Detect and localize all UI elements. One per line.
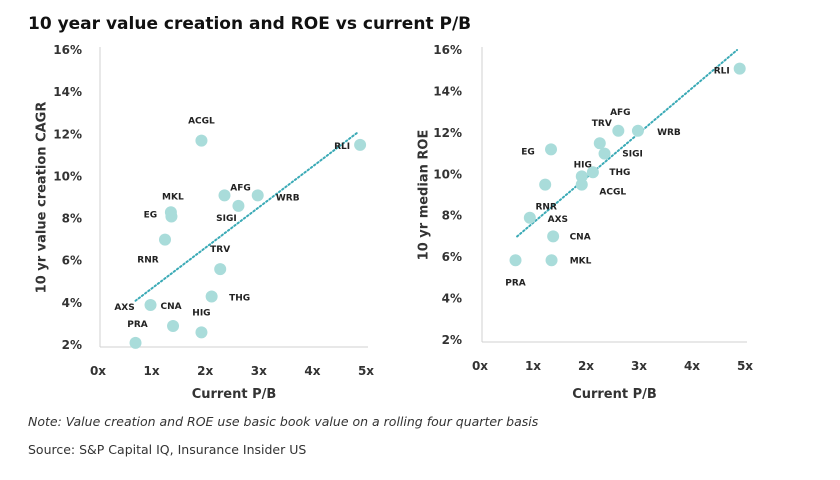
left-point-label-axs: AXS — [114, 303, 134, 313]
right-point-label-thg: THG — [609, 168, 630, 178]
left-point-acgl — [195, 134, 208, 147]
left-point-label-thg: THG — [229, 294, 250, 304]
left-x-tick-label: 2x — [197, 364, 213, 378]
left-point-cna — [167, 320, 180, 333]
left-point-eg — [165, 210, 178, 223]
left-y-axis-title: 10 yr value creation CAGR — [35, 102, 50, 294]
left-y-tick-label: 4% — [62, 296, 82, 310]
left-y-tick-label: 16% — [53, 43, 82, 57]
right-point-label-trv: TRV — [592, 119, 612, 129]
right-point-label-eg: EG — [521, 147, 535, 157]
right-point-cna — [547, 230, 560, 243]
right-point-rli — [733, 62, 746, 75]
left-point-rnr — [159, 233, 171, 246]
right-y-tick-label: 14% — [433, 84, 462, 98]
right-y-tick-label: 16% — [433, 43, 462, 57]
right-x-tick-label: 3x — [631, 359, 647, 373]
left-point-label-trv: TRV — [210, 245, 230, 255]
left-point-label-rnr: RNR — [137, 256, 158, 266]
right-point-label-mkl: MKL — [570, 256, 592, 266]
left-x-tick-label: 3x — [251, 364, 267, 378]
left-point-thg — [205, 290, 218, 303]
left-x-axis-title: Current P/B — [192, 387, 277, 402]
left-point-label-rli: RLI — [334, 142, 350, 152]
right-point-afg — [612, 124, 625, 137]
right-y-tick-label: 10% — [433, 167, 462, 181]
left-point-label-acgl: ACGL — [188, 117, 215, 127]
right-point-wrb — [631, 124, 644, 137]
right-x-tick-label: 0x — [472, 359, 488, 373]
left-point-pra — [129, 336, 142, 349]
right-point-label-pra: PRA — [505, 278, 526, 288]
figure-source: Source: S&P Capital IQ, Insurance Inside… — [28, 442, 307, 457]
left-y-tick-label: 8% — [62, 212, 82, 226]
right-point-label-axs: AXS — [548, 215, 568, 225]
left-y-tick-label: 6% — [62, 254, 82, 268]
right-x-axis-title: Current P/B — [572, 387, 657, 402]
right-x-tick-label: 1x — [525, 359, 541, 373]
left-point-rli — [354, 138, 367, 151]
left-point-label-eg: EG — [144, 210, 158, 220]
left-point-label-pra: PRA — [127, 320, 148, 330]
left-point-label-mkl: MKL — [162, 192, 184, 202]
right-point-sigi — [598, 147, 611, 160]
right-point-trv — [593, 137, 606, 150]
left-point-label-cna: CNA — [160, 302, 181, 312]
right-point-label-rli: RLI — [714, 67, 730, 77]
left-point-trv — [214, 263, 227, 276]
left-trendline — [134, 131, 359, 302]
left-point-wrb — [251, 189, 264, 202]
right-point-mkl — [545, 254, 558, 267]
left-x-tick-label: 1x — [144, 364, 160, 378]
figure-title: 10 year value creation and ROE vs curren… — [28, 14, 472, 34]
right-y-tick-label: 6% — [442, 250, 462, 264]
right-trendline — [516, 49, 739, 238]
right-point-label-cna: CNA — [570, 232, 591, 242]
right-point-eg — [545, 143, 558, 156]
left-point-sigi — [232, 199, 245, 212]
right-y-tick-label: 12% — [433, 126, 462, 140]
right-point-label-sigi: SIGI — [622, 150, 643, 160]
right-point-rnr — [539, 178, 552, 191]
right-x-tick-label: 2x — [578, 359, 594, 373]
right-x-tick-label: 4x — [684, 359, 700, 373]
left-point-hig — [195, 326, 208, 339]
left-y-tick-label: 10% — [53, 169, 82, 183]
right-y-axis-title: 10 yr median ROE — [417, 130, 432, 261]
left-y-tick-label: 14% — [53, 85, 82, 99]
right-point-label-acgl: ACGL — [599, 188, 626, 198]
left-point-label-sigi: SIGI — [216, 214, 237, 224]
right-point-pra — [509, 254, 522, 267]
left-point-label-hig: HIG — [192, 308, 210, 318]
left-point-afg — [218, 189, 231, 202]
left-x-tick-label: 4x — [304, 364, 320, 378]
right-point-label-afg: AFG — [610, 108, 631, 118]
left-point-label-wrb: WRB — [276, 193, 300, 203]
right-x-tick-label: 5x — [737, 359, 753, 373]
right-point-label-rnr: RNR — [535, 203, 556, 213]
right-y-tick-label: 2% — [442, 333, 462, 347]
right-point-acgl — [575, 178, 588, 191]
right-y-tick-label: 4% — [442, 292, 462, 306]
right-point-thg — [586, 166, 599, 179]
left-point-axs — [144, 298, 157, 311]
right-point-label-hig: HIG — [574, 160, 592, 170]
right-point-hig — [575, 170, 588, 183]
left-x-tick-label: 5x — [358, 364, 374, 378]
left-y-tick-label: 2% — [62, 338, 82, 352]
figure-note: Note: Value creation and ROE use basic b… — [28, 414, 539, 429]
right-y-tick-label: 8% — [442, 209, 462, 223]
left-point-label-afg: AFG — [230, 183, 251, 193]
left-x-tick-label: 0x — [90, 364, 106, 378]
right-point-label-wrb: WRB — [657, 128, 681, 138]
right-point-axs — [523, 211, 536, 224]
left-y-tick-label: 12% — [53, 127, 82, 141]
